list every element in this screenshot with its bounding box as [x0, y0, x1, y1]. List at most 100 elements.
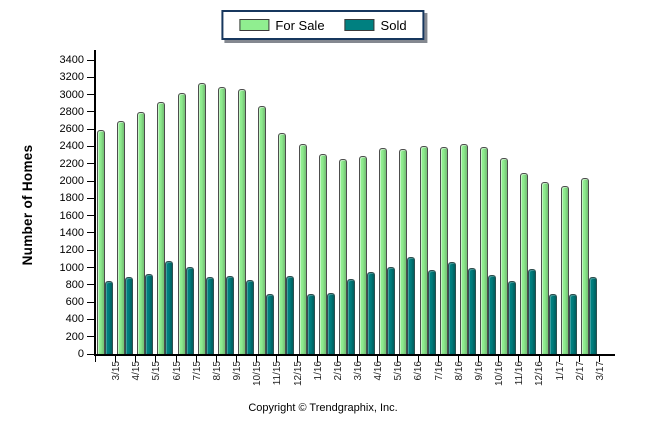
x-tick-label: 4/15 — [131, 361, 143, 381]
y-tick-label: 3200 — [59, 71, 84, 84]
x-axis-tick — [115, 356, 117, 362]
x-axis-tick — [256, 356, 258, 362]
x-axis-tick — [558, 356, 560, 362]
x-axis-tick — [336, 356, 338, 362]
x-tick-label: 4/16 — [373, 361, 385, 381]
bar-for-sale — [117, 120, 126, 354]
bar-sold — [286, 276, 295, 354]
x-axis-tick — [377, 356, 379, 362]
x-tick-label: 9/15 — [232, 361, 244, 381]
y-tick-label: 1400 — [59, 226, 84, 239]
x-tick-label: 9/16 — [473, 361, 485, 381]
y-axis-tick — [87, 94, 95, 96]
bar-sold — [488, 275, 497, 354]
copyright-text: Copyright © Trendgraphix, Inc. — [248, 402, 398, 414]
x-tick-label: 5/16 — [393, 361, 405, 381]
y-axis-tick — [87, 301, 95, 303]
y-axis-title: Number of Homes — [20, 144, 35, 266]
bar-for-sale — [500, 157, 509, 354]
y-axis-tick — [87, 145, 95, 147]
x-axis-tick — [498, 356, 500, 362]
x-axis-tick — [538, 356, 540, 362]
bar-sold — [306, 294, 315, 354]
x-tick-label: 2/17 — [574, 361, 586, 381]
bar-for-sale — [217, 86, 226, 354]
y-tick-label: 3000 — [59, 88, 84, 101]
bar-sold — [326, 292, 335, 354]
for-sale-swatch-icon — [239, 19, 270, 31]
bar-sold — [246, 279, 255, 354]
bar-sold — [225, 276, 234, 354]
y-axis-tick — [87, 163, 95, 165]
bar-for-sale — [379, 148, 388, 354]
bar-sold — [266, 294, 275, 354]
bar-sold — [185, 266, 194, 354]
bar-for-sale — [419, 145, 428, 354]
x-tick-label: 6/15 — [171, 361, 183, 381]
y-axis-tick — [87, 76, 95, 78]
bar-for-sale — [258, 105, 267, 354]
bar-sold — [165, 260, 174, 354]
y-axis-tick — [87, 215, 95, 217]
y-tick-label: 3400 — [59, 54, 84, 66]
x-axis-tick — [437, 356, 439, 362]
y-axis-tick — [87, 284, 95, 286]
x-tick-label: 10/15 — [252, 361, 264, 387]
x-axis-tick — [195, 356, 197, 362]
x-tick-label: 3/15 — [111, 361, 123, 381]
bar-for-sale — [238, 89, 247, 354]
bar-for-sale — [480, 147, 489, 354]
x-axis-tick — [357, 356, 359, 362]
x-tick-label: 5/15 — [151, 361, 163, 381]
y-axis-tick — [87, 111, 95, 113]
bar-for-sale — [399, 149, 408, 354]
bar-for-sale — [197, 83, 206, 354]
bar-for-sale — [560, 186, 569, 354]
x-axis-tick — [175, 356, 177, 362]
legend-label-for-sale: For Sale — [275, 17, 325, 33]
y-tick-label: 1600 — [59, 209, 84, 222]
bar-sold — [508, 280, 517, 354]
x-axis-tick — [417, 356, 419, 362]
x-axis-tick — [518, 356, 520, 362]
x-axis-tick — [215, 356, 217, 362]
x-tick-label: 1/17 — [554, 361, 566, 381]
bar-for-sale — [338, 159, 347, 354]
y-tick-label: 800 — [65, 278, 84, 291]
x-tick-label: 8/15 — [211, 361, 223, 381]
x-axis-tick — [478, 356, 480, 362]
bar-for-sale — [359, 155, 368, 354]
bar-sold — [528, 269, 537, 354]
y-axis-tick — [87, 267, 95, 269]
x-tick-label: 11/16 — [514, 361, 526, 386]
bar-for-sale — [459, 143, 468, 354]
x-axis-tick — [457, 356, 459, 362]
x-tick-label: 1/16 — [312, 361, 324, 381]
x-tick-label: 6/16 — [413, 361, 425, 381]
y-axis-tick — [87, 232, 95, 234]
x-axis-tick — [236, 356, 238, 362]
x-tick-label: 12/16 — [534, 361, 546, 387]
bar-sold — [205, 277, 214, 354]
bar-sold — [568, 294, 577, 354]
y-tick-label: 400 — [65, 313, 84, 326]
bar-for-sale — [97, 130, 105, 354]
y-axis-tick — [87, 336, 95, 338]
bar-sold — [407, 257, 416, 354]
y-tick-label: 1200 — [59, 244, 84, 257]
legend-label-sold: Sold — [380, 17, 407, 33]
legend: For Sale Sold — [221, 10, 425, 40]
x-tick-label: 11/15 — [272, 361, 284, 386]
y-tick-label: 0 — [77, 348, 84, 360]
bar-sold — [367, 271, 376, 354]
y-axis-tick — [87, 59, 95, 61]
x-axis-tick — [599, 356, 600, 362]
bar-for-sale — [157, 101, 166, 354]
bar-sold — [125, 277, 134, 354]
bar-sold — [447, 262, 456, 354]
bar-for-sale — [318, 154, 327, 354]
bar-sold — [346, 278, 355, 354]
x-axis-tick — [296, 356, 298, 362]
x-axis-tick — [95, 356, 96, 362]
